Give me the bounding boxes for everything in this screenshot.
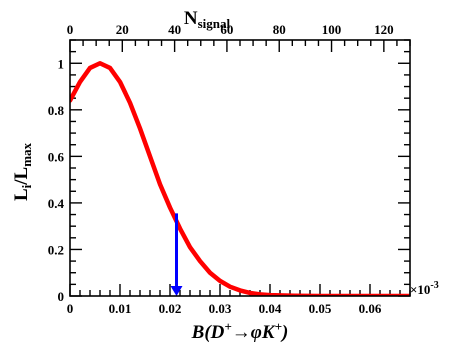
y-tick-label: 1 bbox=[58, 56, 65, 71]
top-tick-label: 60 bbox=[220, 22, 233, 37]
y-tick-labels: 0 0.2 0.4 0.6 0.8 1 bbox=[48, 56, 65, 304]
top-tick-label: 0 bbox=[67, 22, 74, 37]
x-tick-label: 0.06 bbox=[359, 301, 382, 316]
y-tick-label: 0 bbox=[58, 289, 65, 304]
upper-limit-arrow bbox=[170, 213, 183, 296]
y-tick-label: 0.8 bbox=[48, 103, 65, 118]
y-tick-label: 0.4 bbox=[48, 196, 65, 211]
y-tick-label: 0.6 bbox=[48, 149, 65, 164]
x-scale-factor: ×10-3 bbox=[410, 280, 439, 297]
x-tick-label: 0.04 bbox=[259, 301, 282, 316]
top-tick-labels: 0 20 40 60 80 100 120 bbox=[67, 22, 394, 37]
top-tick-label: 100 bbox=[322, 22, 342, 37]
x-tick-labels: 0 0.01 0.02 0.03 0.04 0.05 0.06 bbox=[67, 301, 382, 316]
x-tick-label: 0.01 bbox=[109, 301, 132, 316]
likelihood-curve bbox=[70, 61, 410, 296]
top-tick-label: 120 bbox=[374, 22, 394, 37]
x-tick-label: 0.05 bbox=[309, 301, 332, 316]
x-tick-label: 0 bbox=[67, 301, 74, 316]
x-axis-title: B(D+→φK+) bbox=[191, 319, 289, 343]
top-tick-label: 40 bbox=[168, 22, 181, 37]
x-tick-label: 0.02 bbox=[159, 301, 182, 316]
top-tick-label: 80 bbox=[273, 22, 286, 37]
plot-frame bbox=[69, 39, 411, 297]
y-axis-title: Li/Lmax bbox=[11, 142, 34, 201]
top-axis-title: Nsignal bbox=[184, 8, 231, 31]
x-tick-label: 0.03 bbox=[209, 301, 232, 316]
y-tick-label: 0.2 bbox=[48, 242, 64, 257]
tick-marks bbox=[69, 39, 411, 297]
top-tick-label: 20 bbox=[116, 22, 129, 37]
upper-limit-arrowhead bbox=[170, 286, 183, 296]
